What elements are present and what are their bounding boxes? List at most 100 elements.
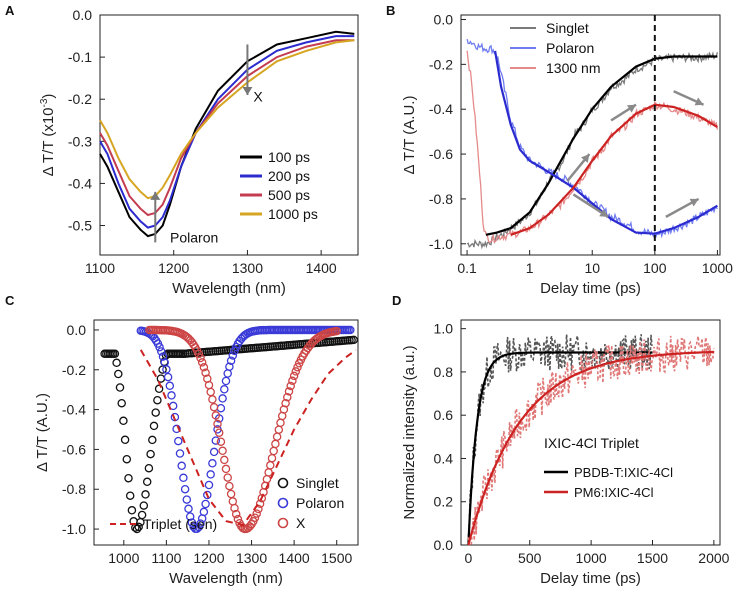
- y-tick-label: 0.8: [434, 364, 454, 380]
- data-point-polaron: [199, 507, 209, 517]
- series-data-PBDB-TIXIC-4Cl: [467, 334, 653, 537]
- legend-marker: [277, 517, 289, 529]
- data-point-polaron: [201, 499, 210, 509]
- legend-label: 500 ps: [268, 187, 310, 203]
- y-axis-label: Normalized intensity (a.u.): [401, 345, 418, 519]
- data-point-singlet: [119, 416, 128, 426]
- data-point-singlet: [151, 408, 160, 417]
- data-point-x: [228, 497, 238, 506]
- data-point-polaron: [165, 381, 175, 391]
- x-tick-label: 1500: [321, 550, 352, 566]
- data-point-x: [214, 428, 224, 437]
- y-tick-label: -0.6: [429, 146, 453, 162]
- data-point-polaron: [179, 473, 188, 483]
- y-tick-label: -1.0: [429, 236, 453, 252]
- data-point-singlet: [112, 358, 121, 368]
- series-fit-PM6IXIC-4Cl: [467, 350, 714, 546]
- data-point-polaron: [221, 376, 231, 386]
- x-tick-label: 1400: [279, 550, 310, 566]
- data-point-singlet: [153, 395, 162, 405]
- y-tick-label: -1.0: [62, 521, 86, 537]
- data-point-polaron: [216, 403, 226, 413]
- data-point-x: [197, 358, 207, 367]
- data-point-x: [208, 395, 217, 404]
- y-tick-label: 1.0: [434, 321, 454, 337]
- data-point-x: [289, 371, 299, 381]
- data-point-singlet: [144, 463, 154, 473]
- data-point-x: [276, 418, 285, 428]
- data-point-polaron: [175, 449, 185, 458]
- y-tick-label: 0.2: [434, 494, 454, 510]
- legend-label: 100 ps: [268, 149, 310, 165]
- data-point-singlet: [149, 421, 159, 431]
- data-point-x: [220, 455, 229, 465]
- series-line-1000ps: [99, 39, 355, 200]
- y-tick-label: -0.8: [62, 481, 86, 497]
- y-tick-label: -0.2: [68, 91, 92, 107]
- data-point-x: [274, 425, 284, 434]
- data-point-x: [209, 402, 219, 412]
- data-point-singlet: [139, 501, 149, 510]
- x-axis-label: Delay time (ps): [540, 570, 641, 587]
- data-point-polaron: [223, 369, 232, 378]
- data-point-singlet: [349, 335, 358, 345]
- x-tick-label: 0.1: [457, 260, 477, 276]
- data-point-polaron: [204, 480, 214, 490]
- data-point-singlet: [142, 477, 152, 487]
- data-point-x: [257, 493, 267, 503]
- y-tick-label: 0.0: [67, 322, 87, 338]
- data-point-singlet: [141, 490, 150, 499]
- data-point-x: [196, 353, 205, 363]
- data-point-polaron: [172, 424, 181, 434]
- data-point-polaron: [185, 512, 195, 521]
- y-tick-label: -0.5: [68, 218, 92, 234]
- data-point-x: [293, 362, 302, 372]
- data-point-x: [226, 489, 236, 499]
- x-tick-label: 1: [526, 260, 534, 276]
- data-point-singlet: [132, 524, 142, 534]
- data-point-x: [283, 392, 292, 402]
- data-point-polaron: [209, 447, 219, 457]
- y-tick-label: -0.4: [429, 101, 453, 117]
- data-point-polaron: [225, 362, 234, 371]
- data-point-x: [332, 326, 341, 336]
- x-tick-label: 1300: [232, 260, 263, 276]
- data-point-x: [218, 446, 227, 456]
- y-tick-label: -0.2: [62, 362, 86, 378]
- data-point-x: [288, 376, 297, 386]
- panel-C-legend: Singlet Polaron X Triplet (sen): [110, 475, 344, 532]
- data-point-x: [199, 363, 209, 372]
- y-tick-label: 0.0: [73, 7, 93, 23]
- y-axis-label: Δ T/T (x10-3): [39, 94, 57, 177]
- series-line-100ps: [99, 30, 355, 238]
- x-tick-label: 1000: [108, 550, 139, 566]
- series-line-200ps: [99, 35, 355, 229]
- data-point-x: [201, 368, 210, 377]
- y-tick-label: -0.1: [68, 49, 92, 65]
- panel-label-B: B: [386, 3, 395, 18]
- panel-B-series: [466, 38, 719, 250]
- x-tick-label: 1500: [637, 550, 668, 566]
- x-axis-label: Wavelength (nm): [172, 280, 286, 297]
- legend-label: 1300 nm: [546, 60, 600, 76]
- panel-B-axes: 0.1 1 10 100 1000 0.0 -0.2 -0.4 -0.6 -0.8 -1.0 Dela…: [386, 3, 733, 297]
- y-tick-label: -0.8: [429, 191, 453, 207]
- panel-C-axes: 1000 1100 1200 1300 1400 1500 0.0 -0.2 -0.4 -0.6 -…: [5, 293, 359, 587]
- legend-marker: [277, 477, 289, 489]
- y-axis-label-text: Normalized intensity (a.u.): [401, 345, 418, 519]
- trend-arrow-head: [627, 104, 636, 113]
- x-axis-label: Delay time (ps): [540, 280, 641, 297]
- data-point-polaron: [163, 372, 173, 382]
- trend-arrow-head: [694, 97, 704, 106]
- series-fit-Polaronfit: [494, 50, 718, 235]
- data-point-singlet: [117, 398, 126, 408]
- data-point-polaron: [155, 342, 164, 352]
- legend-label: Singlet: [546, 20, 589, 36]
- data-point-x: [213, 419, 222, 429]
- y-tick-label: -0.4: [68, 175, 92, 191]
- x-tick-label: 1200: [193, 550, 224, 566]
- annotation-polaron: Polaron: [170, 229, 218, 245]
- data-point-polaron: [174, 436, 183, 446]
- legend-title: IXIC-4Cl Triplet: [544, 435, 639, 451]
